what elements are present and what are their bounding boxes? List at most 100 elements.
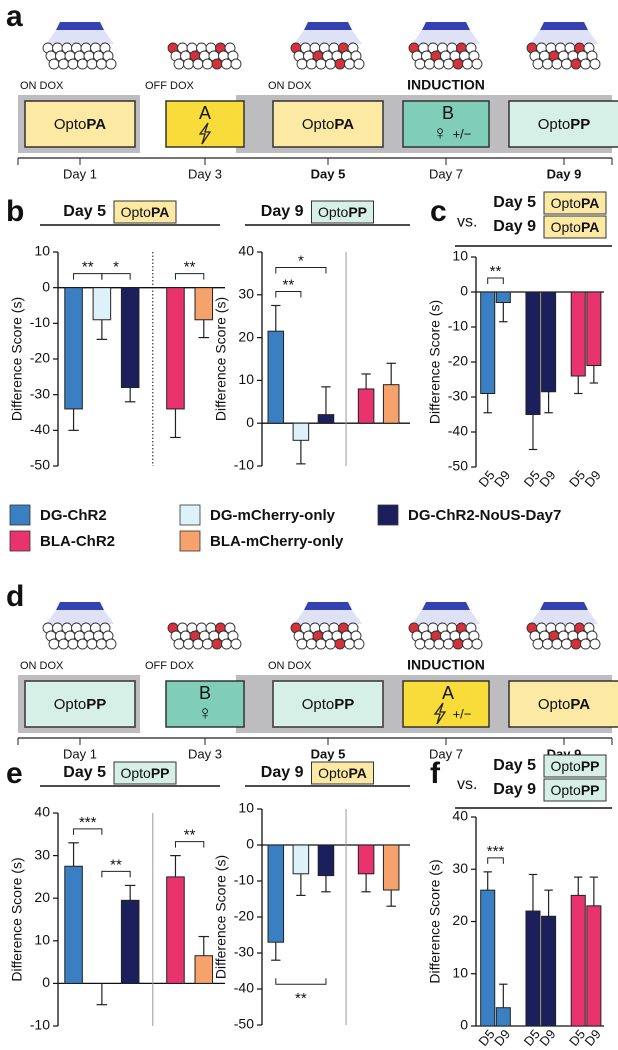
- stage-box: [24, 100, 136, 148]
- dox-label: OFF DOX: [145, 80, 195, 92]
- bar: [570, 894, 586, 1027]
- y-axis-label: Difference Score (s): [213, 855, 229, 979]
- title-tag: [311, 761, 374, 785]
- title-tag: [543, 778, 607, 802]
- y-tick-label: -10: [234, 872, 254, 888]
- y-tick-label: 0: [246, 836, 254, 852]
- bar: [382, 844, 400, 891]
- legend-swatch: [9, 530, 31, 552]
- cell: [433, 638, 445, 650]
- light-source: [540, 602, 588, 610]
- cell: [542, 58, 553, 70]
- cell: [96, 638, 107, 650]
- box-bold: PP: [570, 116, 590, 133]
- cell: [315, 58, 327, 70]
- stage-box-label: OptoPP: [302, 696, 355, 713]
- bar: [194, 287, 214, 321]
- y-axis-label: Difference Score (s): [9, 297, 25, 421]
- tag-bold: PA: [581, 195, 599, 211]
- tag-bold: PP: [151, 765, 170, 781]
- cell: [551, 58, 563, 70]
- y-tick-label: -30: [30, 385, 50, 401]
- stage-header: INDUCTION: [407, 77, 485, 93]
- light-glow: [530, 30, 598, 44]
- y-tick-label: -10: [448, 318, 468, 334]
- title-tag-label: OptoPP: [550, 782, 599, 798]
- light-source: [422, 602, 470, 610]
- day-label: Day 9: [547, 166, 582, 181]
- cell: [211, 58, 223, 70]
- context-extra: +/−: [453, 126, 472, 141]
- title-tag-label: OptoPA: [121, 204, 170, 220]
- light-source: [56, 602, 104, 610]
- cell: [334, 58, 346, 70]
- y-tick-label: -40: [448, 423, 468, 439]
- tag-prefix: Opto: [550, 782, 581, 798]
- context-label: B: [442, 103, 454, 123]
- y-tick-label: -10: [234, 457, 254, 473]
- cell: [542, 638, 553, 650]
- cell: [221, 638, 232, 650]
- bar: [495, 1007, 511, 1027]
- box-prefix: Opto: [54, 116, 87, 133]
- day-label: Day 7: [429, 746, 463, 761]
- context-symbol: ♀: [433, 122, 448, 144]
- cell: [443, 58, 454, 70]
- bar: [586, 905, 602, 1027]
- significance-label: **: [82, 259, 94, 276]
- y-tick-label: -50: [234, 1016, 254, 1032]
- y-tick-label: 10: [238, 371, 254, 387]
- significance-label: **: [110, 856, 122, 873]
- cell: [353, 58, 365, 70]
- cell: [296, 58, 308, 70]
- bar: [64, 287, 83, 410]
- day-label: Day 3: [188, 746, 222, 761]
- cell: [183, 58, 194, 70]
- y-tick-label: 0: [460, 283, 468, 299]
- significance-bracket: [73, 828, 103, 835]
- tag-prefix: Opto: [551, 195, 582, 211]
- stage-box-label: OptoPP: [538, 116, 591, 133]
- cell: [532, 638, 544, 650]
- cell: [414, 58, 426, 70]
- cell: [173, 58, 185, 70]
- bar: [525, 910, 541, 1027]
- y-tick-label: 20: [238, 328, 254, 344]
- cell: [67, 58, 79, 70]
- y-tick-label: -10: [30, 1017, 50, 1033]
- cell: [471, 638, 483, 650]
- significance-bracket: [487, 277, 504, 284]
- y-axis-label: Difference Score (s): [9, 857, 25, 981]
- x-tick-label: D9: [491, 1026, 513, 1048]
- significance-label: **: [184, 259, 196, 276]
- bar: [166, 287, 185, 410]
- comparison-prefix: vs.: [457, 776, 477, 793]
- bar: [357, 388, 375, 424]
- significance-label: **: [282, 276, 294, 293]
- light-source: [304, 602, 352, 610]
- cell: [424, 638, 435, 650]
- cell: [230, 58, 242, 70]
- cell: [532, 58, 544, 70]
- significance-bracket: [275, 291, 302, 298]
- y-tick-label: -50: [448, 458, 468, 474]
- y-tick-label: 10: [34, 243, 50, 259]
- bar: [317, 414, 335, 424]
- cell: [561, 58, 572, 70]
- stage-box: [402, 680, 490, 728]
- cell: [173, 638, 185, 650]
- x-tick-label: D9: [536, 1026, 558, 1048]
- cell: [589, 638, 601, 650]
- stage-box-label: OptoPA: [54, 116, 106, 133]
- cell: [471, 58, 483, 70]
- cell: [58, 638, 69, 650]
- x-tick-label: D9: [582, 1026, 604, 1048]
- cell: [561, 638, 572, 650]
- cell: [306, 58, 317, 70]
- light-glow: [294, 610, 362, 624]
- tag-prefix: Opto: [551, 219, 582, 235]
- tag-bold: PA: [151, 204, 169, 220]
- stage-box: [272, 100, 384, 148]
- y-tick-label: 20: [452, 912, 468, 928]
- day-label: Day 7: [429, 166, 463, 181]
